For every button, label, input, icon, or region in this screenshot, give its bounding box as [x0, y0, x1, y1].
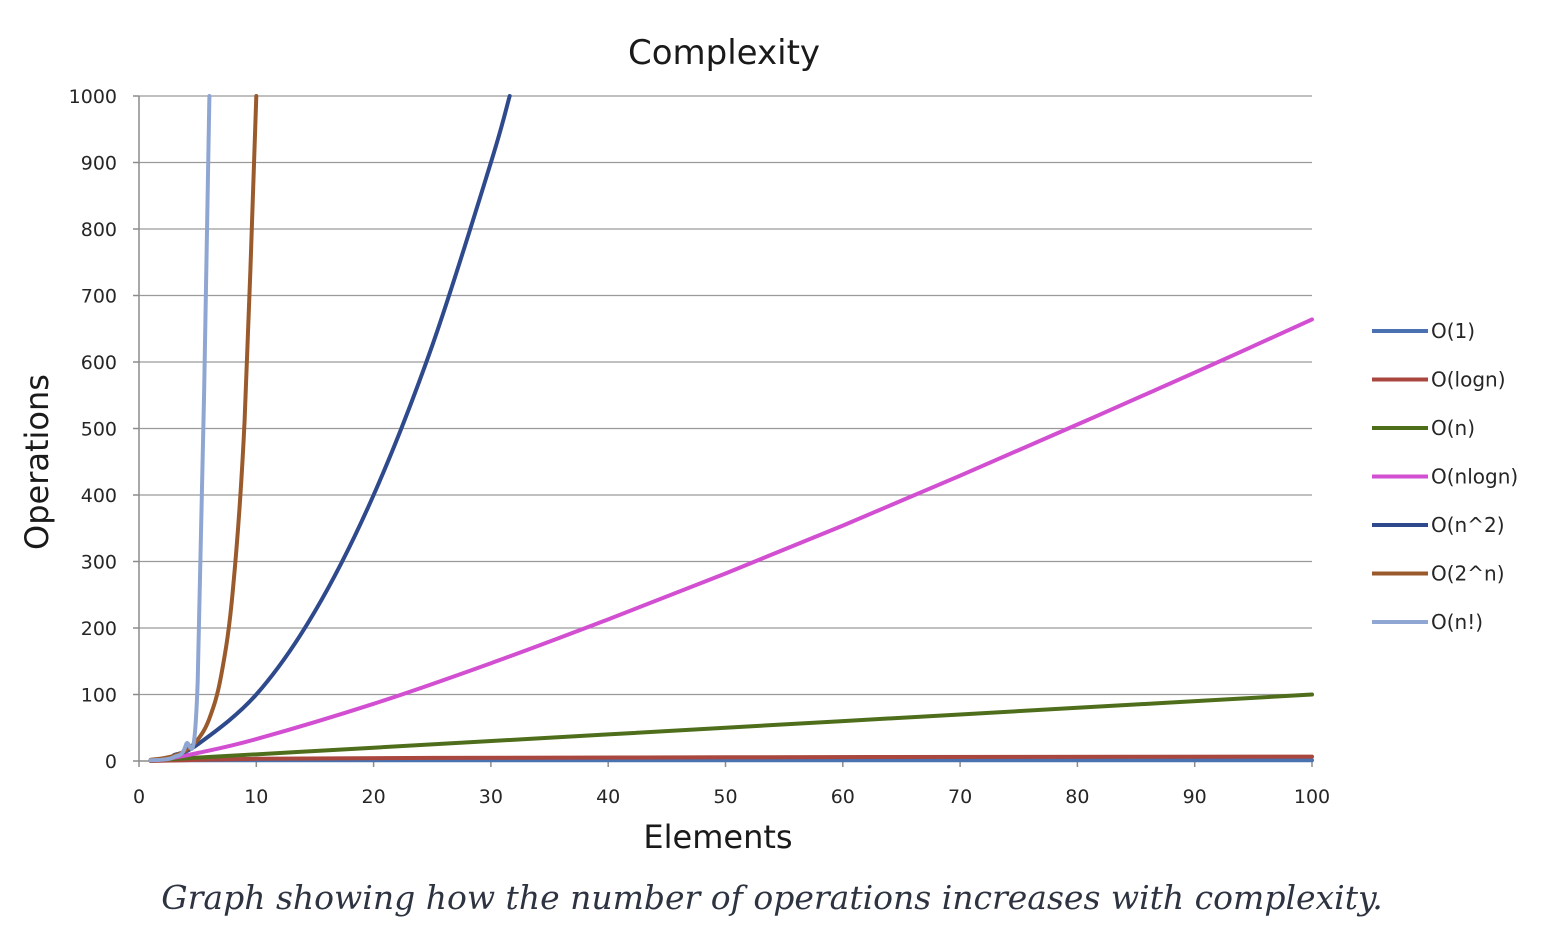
series-line-1: [148, 754, 1314, 763]
tick-labels: 0 100 200 300 400 500 600 700 800 900 1000 0 10 20 30 4…: [69, 86, 1330, 808]
series-line-4: [172, 94, 512, 757]
y-axis-title: Operations: [18, 374, 56, 550]
series-line-2: [148, 692, 1314, 763]
x-tick-label: 70: [948, 786, 972, 808]
x-axis-title: Elements: [643, 818, 792, 856]
figure-caption: Graph showing how the number of operatio…: [161, 878, 1383, 917]
legend-label: O(2^n): [1431, 562, 1505, 586]
gridlines: [139, 95, 1312, 696]
y-tick-label: 900: [81, 153, 117, 175]
y-tick-label: 0: [105, 751, 117, 773]
chart-title: Complexity: [628, 33, 820, 73]
series-lines: [148, 94, 1314, 763]
complexity-chart: Complexity 01002003004005006007008009001…: [18, 33, 1518, 856]
series-line-3: [160, 317, 1314, 762]
x-tick-label: 90: [1183, 786, 1207, 808]
y-tick-label: 200: [81, 618, 117, 640]
x-tick-label: 30: [479, 786, 503, 808]
y-tick-label: 300: [81, 552, 117, 574]
y-tick-label: 600: [81, 352, 117, 374]
legend: O(1) O(logn) O(n) O(nlogn) O(n^2) O(2^n) O(n!): [1372, 319, 1518, 634]
legend-label: O(nlogn): [1431, 465, 1518, 489]
legend-label: O(n!): [1431, 610, 1483, 634]
y-tick-label: 700: [81, 286, 117, 308]
y-tick-label: 800: [81, 219, 117, 241]
x-tick-label: 80: [1065, 786, 1089, 808]
x-tick-label: 20: [362, 786, 386, 808]
y-tick-label: 100: [81, 685, 117, 707]
legend-label: O(n^2): [1431, 513, 1505, 537]
y-tick-label: 400: [81, 485, 117, 507]
x-tick-label: 50: [713, 786, 737, 808]
y-tick-label: 500: [81, 419, 117, 441]
x-tick-label: 40: [596, 786, 620, 808]
series-line-6: [148, 94, 212, 763]
x-tick-label: 0: [133, 786, 145, 808]
legend-label: O(n): [1431, 416, 1475, 440]
axes: [133, 95, 1313, 767]
y-tick-label: 1000: [69, 86, 117, 108]
x-tick-label: 10: [244, 786, 268, 808]
legend-label: O(logn): [1431, 368, 1506, 392]
x-tick-label: 60: [831, 786, 855, 808]
x-tick-label: 100: [1294, 786, 1330, 808]
legend-label: O(1): [1431, 319, 1475, 343]
